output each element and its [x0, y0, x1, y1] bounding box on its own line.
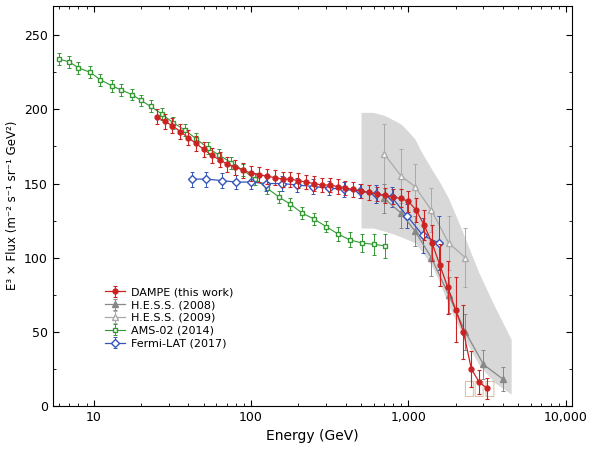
Y-axis label: E³ × Flux (m⁻² s⁻¹ sr⁻¹ GeV²): E³ × Flux (m⁻² s⁻¹ sr⁻¹ GeV²) — [5, 121, 18, 291]
Text: 熊初来: 熊初来 — [463, 380, 495, 398]
Legend: DAMPE (this work), H.E.S.S. (2008), H.E.S.S. (2009), AMS-02 (2014), Fermi-LAT (2: DAMPE (this work), H.E.S.S. (2008), H.E.… — [105, 287, 233, 348]
X-axis label: Energy (GeV): Energy (GeV) — [266, 429, 359, 444]
